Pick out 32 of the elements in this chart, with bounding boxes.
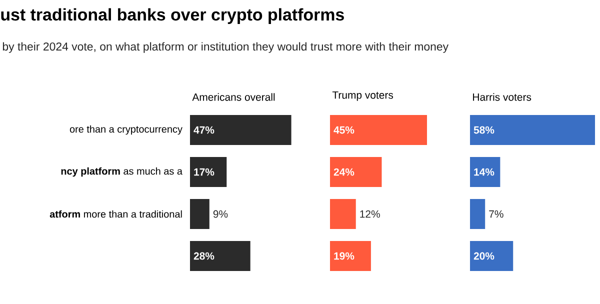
data-label: 20% (474, 252, 494, 260)
data-label: 19% (334, 252, 354, 260)
chart-title: Trump voters (332, 91, 394, 101)
bar (190, 115, 292, 145)
y-tick-label: ncy platform as much as a (61, 167, 182, 177)
text: ust traditional banks over crypto platforms (1, 8, 344, 24)
data-label: 17% (194, 168, 214, 176)
bar (330, 199, 356, 229)
data-label: 12% (360, 210, 380, 218)
bar (470, 115, 596, 145)
data-label: 14% (474, 168, 494, 176)
y-tick-label: ore than a cryptocurrency (70, 125, 182, 135)
data-label: 28% (194, 252, 214, 260)
bar (190, 241, 250, 271)
data-label: 47% (194, 126, 214, 134)
chart-title: Americans overall (192, 93, 275, 101)
chart-title: Harris voters (473, 93, 532, 101)
bar (190, 199, 210, 229)
bar (470, 157, 500, 187)
bar (190, 157, 227, 187)
data-label: 45% (334, 126, 354, 134)
bar (470, 241, 514, 271)
text: by their 2024 vote, on what platform or institution they would trust more with their money (2, 42, 449, 53)
y-tick-label: atform more than a traditional (50, 210, 182, 218)
data-label: 7% (489, 210, 504, 218)
data-label: 9% (213, 210, 228, 218)
bar (330, 115, 427, 145)
bar (330, 241, 371, 271)
data-label: 58% (474, 126, 494, 134)
bar (330, 157, 382, 187)
data-label: 24% (334, 168, 354, 176)
bar (470, 199, 486, 229)
